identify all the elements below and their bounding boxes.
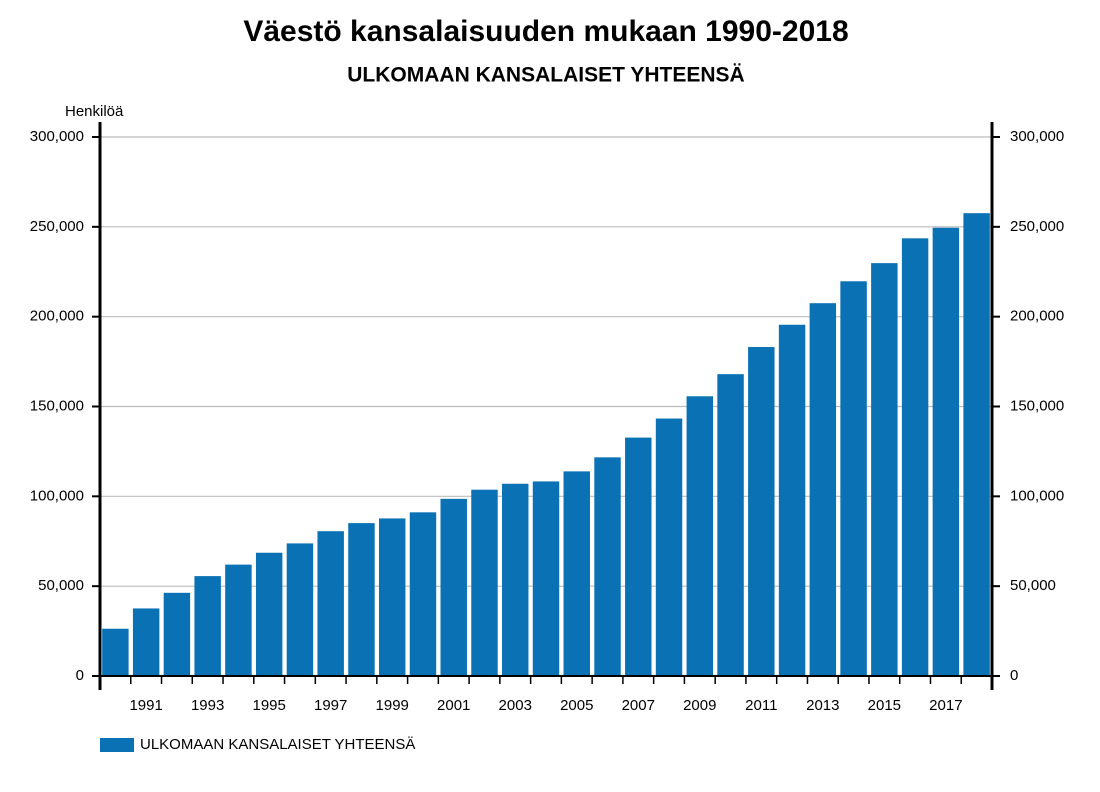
chart-subtitle: ULKOMAAN KANSALAISET YHTEENSÄ (347, 64, 744, 87)
bar (440, 498, 467, 676)
bar (163, 592, 191, 676)
chart-title: Väestö kansalaisuuden mukaan 1990-2018 (243, 15, 848, 48)
x-tick-label: 2009 (683, 697, 716, 714)
y-tick-label: 300,000 (30, 128, 84, 145)
legend-swatch (100, 738, 134, 752)
bar (286, 543, 314, 676)
x-tick-label: 1993 (191, 697, 224, 714)
y2-tick-label: 100,000 (1010, 487, 1064, 504)
bar (532, 481, 560, 676)
bar (901, 238, 929, 676)
bar (840, 281, 867, 676)
x-tick-label: 2017 (929, 697, 962, 714)
y2-tick-label: 250,000 (1010, 218, 1064, 235)
y-tick-label: 0 (76, 667, 84, 684)
bar (963, 213, 990, 677)
bar (502, 483, 529, 676)
y2-tick-label: 0 (1010, 667, 1018, 684)
y2-tick-label: 200,000 (1010, 308, 1064, 325)
y-tick-label: 200,000 (30, 308, 84, 325)
legend-label: ULKOMAAN KANSALAISET YHTEENSÄ (140, 736, 415, 753)
x-tick-label: 2007 (622, 697, 655, 714)
bar (809, 303, 837, 676)
bar (655, 418, 683, 676)
bar (778, 324, 806, 676)
bar (132, 608, 160, 676)
y-tick-label: 50,000 (38, 577, 84, 594)
x-tick-label: 2013 (806, 697, 839, 714)
y2-tick-label: 50,000 (1010, 577, 1056, 594)
x-tick-label: 2005 (560, 697, 593, 714)
bar (348, 523, 375, 676)
x-tick-label: 2015 (868, 697, 901, 714)
y-tick-label: 150,000 (30, 397, 84, 414)
bar (225, 564, 252, 676)
bar (871, 263, 898, 676)
bar (594, 457, 621, 676)
y-tick-label: 250,000 (30, 218, 84, 235)
bar (748, 347, 775, 676)
y-axis-label: Henkilöä (65, 103, 124, 120)
bar (378, 518, 406, 676)
bar (255, 552, 283, 676)
bar (932, 227, 960, 676)
bar (194, 576, 221, 676)
x-tick-label: 1999 (376, 697, 409, 714)
bar (717, 374, 744, 676)
x-tick-label: 1991 (129, 697, 162, 714)
bar (317, 531, 344, 676)
x-tick-label: 2003 (499, 697, 532, 714)
x-tick-label: 1997 (314, 697, 347, 714)
bar (563, 471, 590, 676)
y2-tick-label: 150,000 (1010, 397, 1064, 414)
x-tick-label: 2011 (745, 697, 777, 714)
bar (409, 512, 437, 676)
bar (102, 628, 129, 676)
bar (625, 437, 652, 676)
y-tick-label: 100,000 (30, 487, 84, 504)
bar (686, 396, 714, 676)
y2-tick-label: 300,000 (1010, 128, 1064, 145)
x-tick-label: 1995 (252, 697, 285, 714)
bar (471, 489, 498, 676)
x-tick-label: 2001 (437, 697, 470, 714)
